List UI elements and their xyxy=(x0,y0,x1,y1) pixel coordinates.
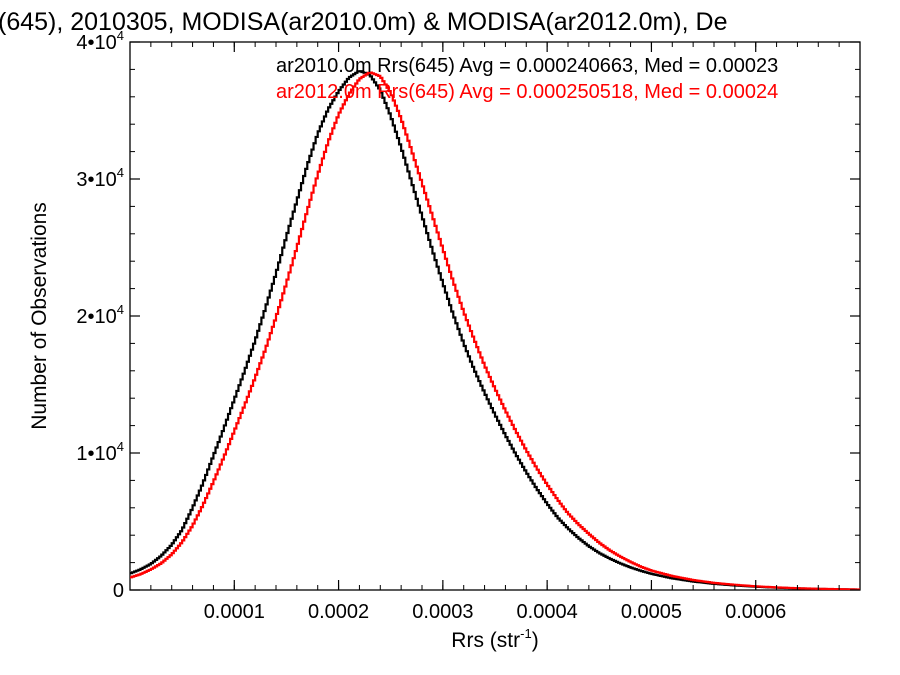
y-axis-ticks: 0 1•104 2•104 3•104 4•104 xyxy=(76,28,860,602)
legend-entry-1: ar2010.0m Rrs(645) Avg = 0.000240663, Me… xyxy=(276,55,778,77)
y-tick-label: 4•104 xyxy=(76,28,124,54)
y-tick-label: 0 xyxy=(113,580,124,602)
legend-entry-2: ar2012.0m Rrs(645) Avg = 0.000250518, Me… xyxy=(276,81,778,103)
series-line-2 xyxy=(130,71,860,590)
y-tick-label: 1•104 xyxy=(76,439,124,465)
series-layer xyxy=(130,70,860,590)
y-tick-label: 3•104 xyxy=(76,165,124,191)
x-tick-label: 0.0005 xyxy=(621,601,682,623)
y-tick-label: 2•104 xyxy=(76,302,124,328)
x-tick-label: 0.0001 xyxy=(204,601,265,623)
series-line-1 xyxy=(130,70,860,590)
x-tick-label: 0.0002 xyxy=(308,601,369,623)
x-axis-label: Rrs (str-1) xyxy=(451,626,538,652)
y-axis-label: Number of Observations xyxy=(28,202,51,430)
x-tick-label: 0.0006 xyxy=(725,601,786,623)
plot-frame xyxy=(129,41,861,591)
x-tick-label: 0.0003 xyxy=(412,601,473,623)
legend: ar2010.0m Rrs(645) Avg = 0.000240663, Me… xyxy=(276,55,778,103)
x-tick-label: 0.0004 xyxy=(517,601,578,623)
x-axis-ticks: 0.0001 0.0002 0.0003 0.0004 0.0005 0.0006 xyxy=(150,42,840,623)
chart-title: (645), 2010305, MODISA(ar2010.0m) & MODI… xyxy=(0,8,727,36)
